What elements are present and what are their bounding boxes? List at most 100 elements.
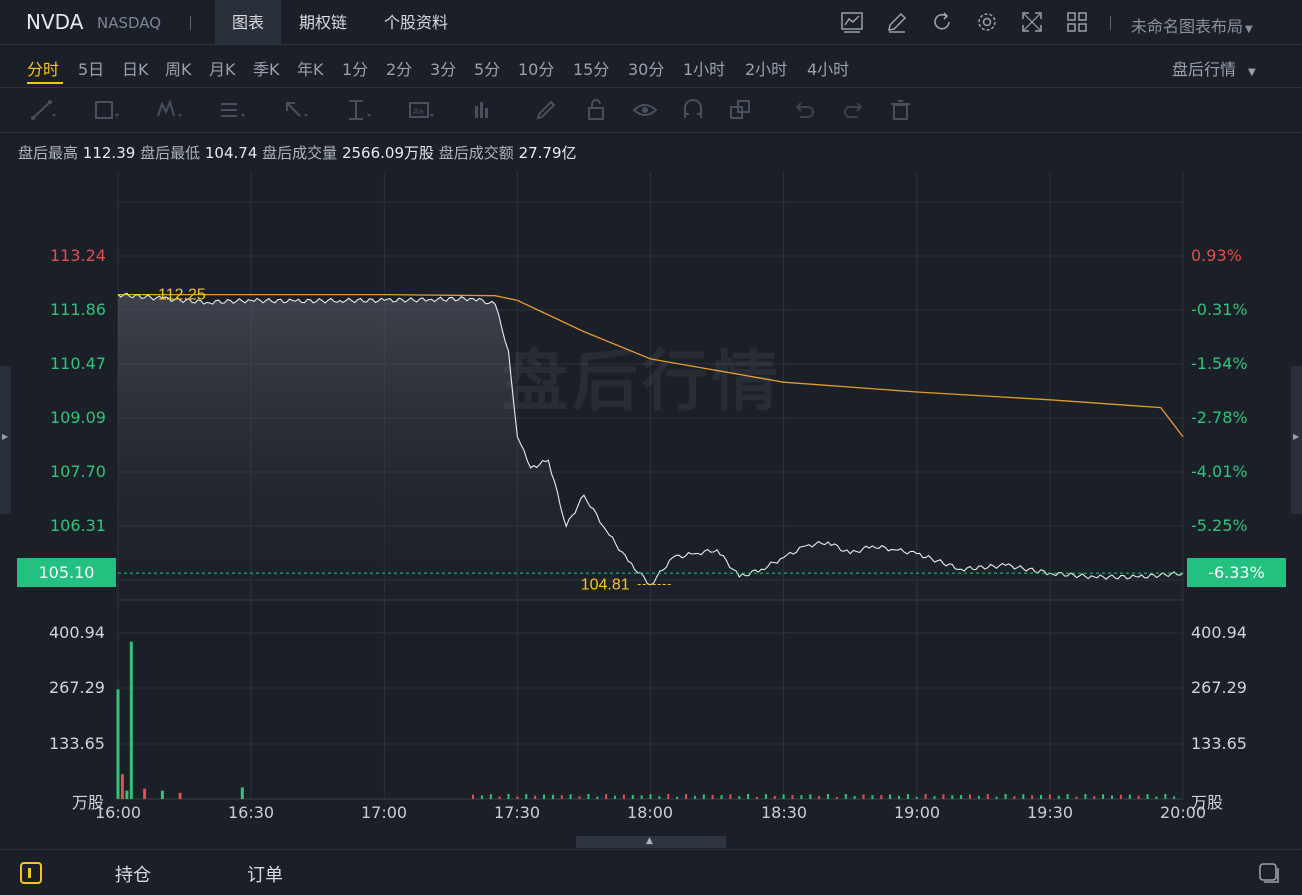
intraday-chart[interactable]: 112.25 104.81	[0, 172, 1302, 832]
session-label: 盘后行情	[1172, 60, 1237, 79]
brush-tool-icon[interactable]	[534, 98, 560, 122]
price-tick-label: 111.86	[50, 300, 106, 319]
period-yearly[interactable]: 年K	[297, 60, 324, 79]
period-3m[interactable]: 3分	[430, 60, 457, 79]
rectangle-tool-icon[interactable]	[93, 98, 119, 122]
high-mark-label: 112.25	[158, 287, 206, 304]
refresh-icon[interactable]	[930, 10, 954, 34]
volume-bar	[1093, 796, 1096, 799]
time-tick-label: 16:00	[95, 803, 142, 822]
top-toolbar: NVDA NASDAQ 图表 期权链 个股资料 未命名图表布局 ▼	[0, 0, 1302, 45]
exchange-label: NASDAQ	[97, 14, 162, 32]
volume-bar	[1146, 794, 1149, 799]
period-daily[interactable]: 日K	[122, 60, 149, 79]
low-mark-label: 104.81	[581, 576, 630, 593]
volume-bar	[773, 795, 776, 799]
period-monthly[interactable]: 月K	[209, 60, 236, 79]
volume-bar	[747, 794, 750, 799]
trend-line-tool-icon[interactable]	[30, 98, 56, 122]
indicator-icon[interactable]	[840, 10, 864, 34]
period-5m[interactable]: 5分	[474, 60, 501, 79]
chat-window-icon[interactable]	[1258, 862, 1280, 884]
text-tool-icon[interactable]: Aa	[408, 98, 434, 122]
active-period-indicator	[27, 82, 63, 84]
tab-stock-profile[interactable]: 个股资料	[383, 13, 448, 32]
drawing-toolbar: Aa	[0, 88, 1302, 133]
period-4h[interactable]: 4小时	[807, 60, 850, 79]
bottom-panel-bar: 持仓 订单	[0, 849, 1302, 895]
separator	[1110, 16, 1111, 30]
draw-pen-icon[interactable]	[885, 10, 909, 34]
period-2h[interactable]: 2小时	[745, 60, 788, 79]
volume-bar	[1048, 794, 1051, 799]
volume-bar	[827, 794, 829, 799]
low-label: 盘后最低	[140, 144, 201, 162]
layout-name-dropdown[interactable]: 未命名图表布局 ▼	[1131, 13, 1253, 37]
period-30m[interactable]: 30分	[628, 60, 665, 79]
arrow-tool-icon[interactable]	[282, 98, 308, 122]
price-tick-label: 109.09	[50, 408, 106, 427]
period-1h[interactable]: 1小时	[683, 60, 726, 79]
fibonacci-tool-icon[interactable]	[219, 98, 245, 122]
tab-option-chain[interactable]: 期权链	[298, 13, 347, 32]
session-dropdown[interactable]: 盘后行情 ▼	[1172, 56, 1256, 80]
volume-bar	[995, 796, 998, 799]
bottom-panel-toggle[interactable]: ▲	[576, 836, 726, 848]
right-panel-toggle[interactable]: ▶	[1291, 366, 1302, 514]
price-tick-label: 113.24	[50, 246, 106, 265]
lock-icon[interactable]	[584, 98, 610, 122]
volume-bar	[178, 792, 182, 799]
period-10m[interactable]: 10分	[518, 60, 555, 79]
tab-positions[interactable]: 持仓	[115, 865, 151, 886]
time-tick-label: 19:30	[1027, 803, 1074, 822]
period-5d[interactable]: 5日	[78, 60, 105, 79]
stock-symbol[interactable]: NVDA	[26, 10, 84, 34]
volume-bar	[977, 795, 980, 799]
volume-bar	[129, 641, 133, 799]
volume-tick-label: 133.65	[49, 734, 105, 753]
eye-icon[interactable]	[632, 98, 658, 122]
volume-bar	[569, 794, 572, 799]
volume-bar	[614, 795, 616, 799]
period-weekly[interactable]: 周K	[165, 60, 192, 79]
magnet-icon[interactable]	[680, 98, 706, 122]
volume-bar	[143, 788, 147, 799]
volume-bar	[889, 794, 892, 799]
volume-bar	[951, 795, 954, 799]
time-tick-label: 17:30	[494, 803, 541, 822]
period-quarterly[interactable]: 季K	[253, 60, 280, 79]
pct-tick-label: -5.25%	[1191, 516, 1248, 535]
tab-orders[interactable]: 订单	[247, 865, 283, 886]
caret-down-icon: ▼	[1245, 24, 1253, 35]
time-tick-label: 18:00	[627, 803, 674, 822]
measure-tool-icon[interactable]	[345, 98, 371, 122]
period-intraday[interactable]: 分时	[27, 60, 60, 79]
layout-grid-icon[interactable]	[1065, 10, 1089, 34]
volume-bar	[640, 795, 643, 799]
undo-icon[interactable]	[792, 98, 818, 122]
period-2m[interactable]: 2分	[386, 60, 413, 79]
panel-toggle-icon[interactable]	[20, 862, 42, 884]
fullscreen-icon[interactable]	[1020, 10, 1044, 34]
time-tick-label: 17:00	[361, 803, 408, 822]
volume-bar	[933, 796, 936, 799]
redo-icon[interactable]	[840, 98, 866, 122]
trash-icon[interactable]	[888, 98, 914, 122]
volume-profile-tool-icon[interactable]	[471, 98, 497, 122]
pattern-tool-icon[interactable]	[156, 98, 182, 122]
current-pct-tag: -6.33%	[1187, 558, 1286, 587]
volume-bar	[1066, 794, 1069, 799]
volume-bar	[551, 794, 554, 799]
current-price-tag: 105.10	[17, 558, 116, 587]
period-15m[interactable]: 15分	[573, 60, 610, 79]
price-tick-label: 110.47	[50, 354, 106, 373]
price-line	[117, 292, 1184, 586]
pct-tick-label: -2.78%	[1191, 408, 1248, 427]
tab-chart[interactable]: 图表	[215, 0, 281, 44]
settings-gear-icon[interactable]	[975, 10, 999, 34]
period-1m[interactable]: 1分	[342, 60, 369, 79]
pct-tick-label: 0.93%	[1191, 246, 1242, 265]
copy-icon[interactable]	[728, 98, 754, 122]
left-panel-toggle[interactable]: ▶	[0, 366, 11, 514]
volume-bar	[942, 794, 945, 799]
